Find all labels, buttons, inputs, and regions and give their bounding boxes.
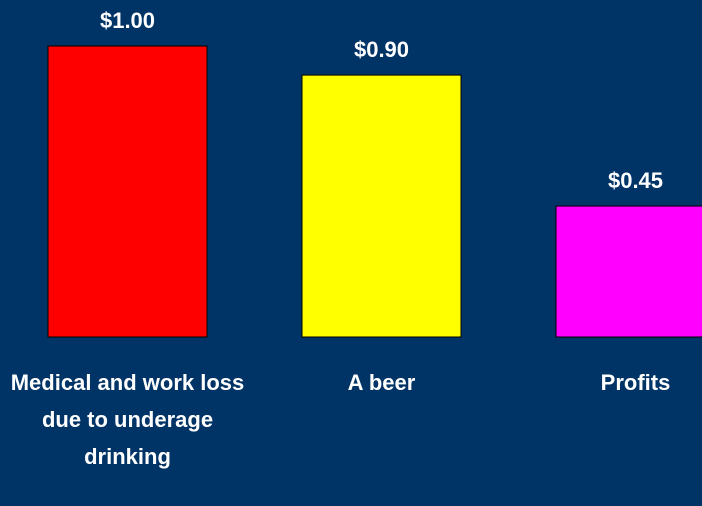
bar [47,45,208,338]
value-label: $1.00 [100,8,155,33]
value-label: $0.45 [608,168,663,193]
value-label: $0.90 [354,37,409,62]
category-label: A beer [347,370,416,395]
category-label: Profits [600,370,671,395]
bar [301,74,462,338]
category-label: Medical and work loss due to underage dr… [10,370,245,469]
bar [555,205,702,338]
